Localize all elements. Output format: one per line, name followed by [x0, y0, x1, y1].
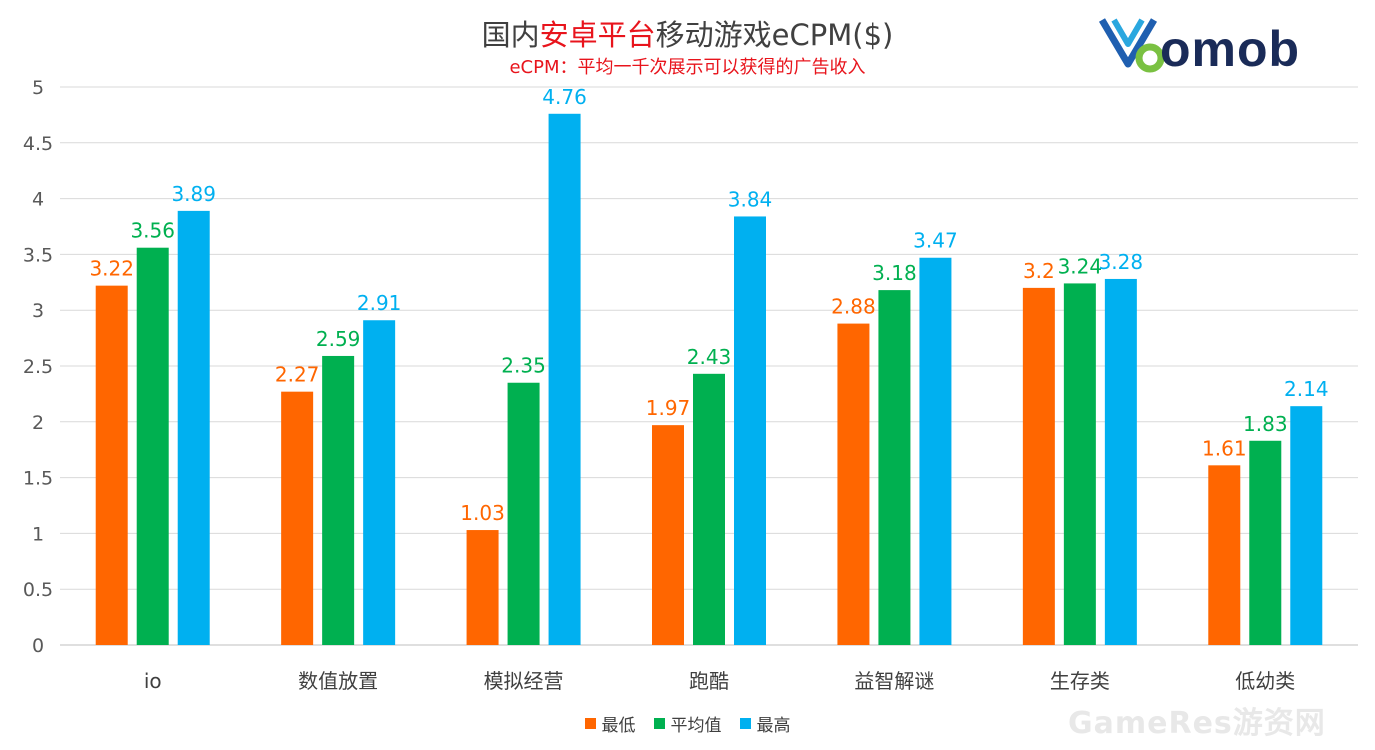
data-label-min: 1.03	[460, 501, 505, 525]
data-label-avg: 3.18	[872, 261, 917, 285]
x-tick-label: 跑酷	[689, 669, 729, 693]
bar-avg	[1249, 440, 1282, 645]
data-label-avg: 2.35	[501, 354, 546, 378]
x-tick-label: io	[144, 669, 162, 693]
legend-swatch-max	[739, 718, 751, 729]
bar-min	[837, 323, 870, 645]
legend-item-max: 最高	[739, 711, 791, 736]
x-tick-label: 益智解谜	[854, 669, 934, 693]
data-label-max: 2.91	[357, 291, 402, 315]
data-label-avg: 1.83	[1243, 412, 1288, 436]
data-label-avg: 2.59	[316, 327, 361, 351]
legend-label-min: 最低	[601, 716, 636, 736]
data-label-min: 1.61	[1202, 436, 1247, 460]
x-tick-label: 生存类	[1050, 669, 1110, 693]
bar-avg	[507, 382, 540, 645]
bar-max	[1104, 278, 1137, 645]
data-label-avg: 2.43	[687, 345, 732, 369]
y-tick-label: 0	[32, 635, 44, 657]
data-label-max: 3.47	[913, 229, 958, 253]
legend-swatch-min	[584, 718, 596, 729]
logo-text: omob	[1160, 21, 1301, 77]
legend-label-max: 最高	[756, 716, 791, 736]
bar-min	[466, 530, 499, 645]
y-tick-label: 3.5	[23, 244, 53, 266]
y-tick-label: 4.5	[23, 133, 53, 155]
data-label-max: 3.89	[171, 182, 216, 206]
data-label-max: 3.84	[728, 187, 773, 211]
bar-min	[1208, 465, 1241, 645]
title-highlight: 安卓平台	[539, 18, 656, 52]
bar-min	[1022, 287, 1055, 645]
y-tick-label: 1	[32, 523, 44, 545]
bar-min	[95, 285, 128, 645]
bar-avg	[878, 290, 911, 645]
data-label-min: 1.97	[646, 396, 691, 420]
bar-min	[652, 425, 684, 645]
x-tick-label: 模拟经营	[484, 669, 564, 693]
y-tick-label: 2	[32, 412, 44, 434]
data-label-min: 2.88	[831, 295, 876, 319]
legend: 最低 平均值 最高	[0, 711, 1375, 736]
watermark: GameRes游资网	[1068, 706, 1326, 741]
bar-max	[548, 113, 581, 645]
yomob-logo-icon	[1098, 18, 1165, 73]
bar-max	[919, 257, 952, 645]
legend-item-avg: 平均值	[653, 711, 722, 736]
y-tick-label: 3	[32, 300, 44, 322]
y-tick-label: 0.5	[23, 579, 53, 601]
data-label-avg: 3.24	[1058, 254, 1103, 278]
data-label-min: 3.22	[89, 257, 134, 281]
bar-max	[177, 210, 210, 645]
legend-label-avg: 平均值	[670, 716, 722, 736]
bar-avg	[1063, 283, 1096, 645]
y-tick-label: 4	[32, 189, 44, 211]
y-tick-label: 2.5	[23, 356, 53, 378]
bar-max	[1290, 406, 1323, 645]
y-tick-label: 1.5	[23, 468, 53, 490]
x-tick-label: 低幼类	[1235, 669, 1295, 693]
chart-title: 国内安卓平台移动游戏eCPM($)	[0, 12, 1375, 54]
bar-max	[734, 216, 766, 645]
chart-subtitle: eCPM：平均一千次展示可以获得的广告收入	[509, 57, 866, 78]
bar-max	[363, 320, 396, 645]
data-label-avg: 3.56	[130, 219, 175, 243]
bar-avg	[693, 373, 725, 645]
bar-avg	[322, 355, 355, 645]
title-prefix: 国内	[481, 18, 540, 52]
data-label-max: 4.76	[542, 85, 587, 109]
yomob-logo: omob	[1098, 14, 1313, 78]
data-label-max: 3.28	[1099, 250, 1144, 274]
data-label-max: 2.14	[1284, 377, 1329, 401]
data-label-min: 3.2	[1023, 259, 1055, 283]
title-suffix: 移动游戏eCPM($)	[655, 18, 894, 52]
bar-avg	[136, 247, 169, 646]
y-tick-label: 5	[32, 77, 44, 99]
data-label-min: 2.27	[275, 363, 320, 387]
legend-swatch-avg	[653, 718, 665, 729]
bar-min	[281, 391, 314, 645]
x-tick-label: 数值放置	[298, 669, 378, 693]
legend-item-min: 最低	[584, 711, 636, 736]
